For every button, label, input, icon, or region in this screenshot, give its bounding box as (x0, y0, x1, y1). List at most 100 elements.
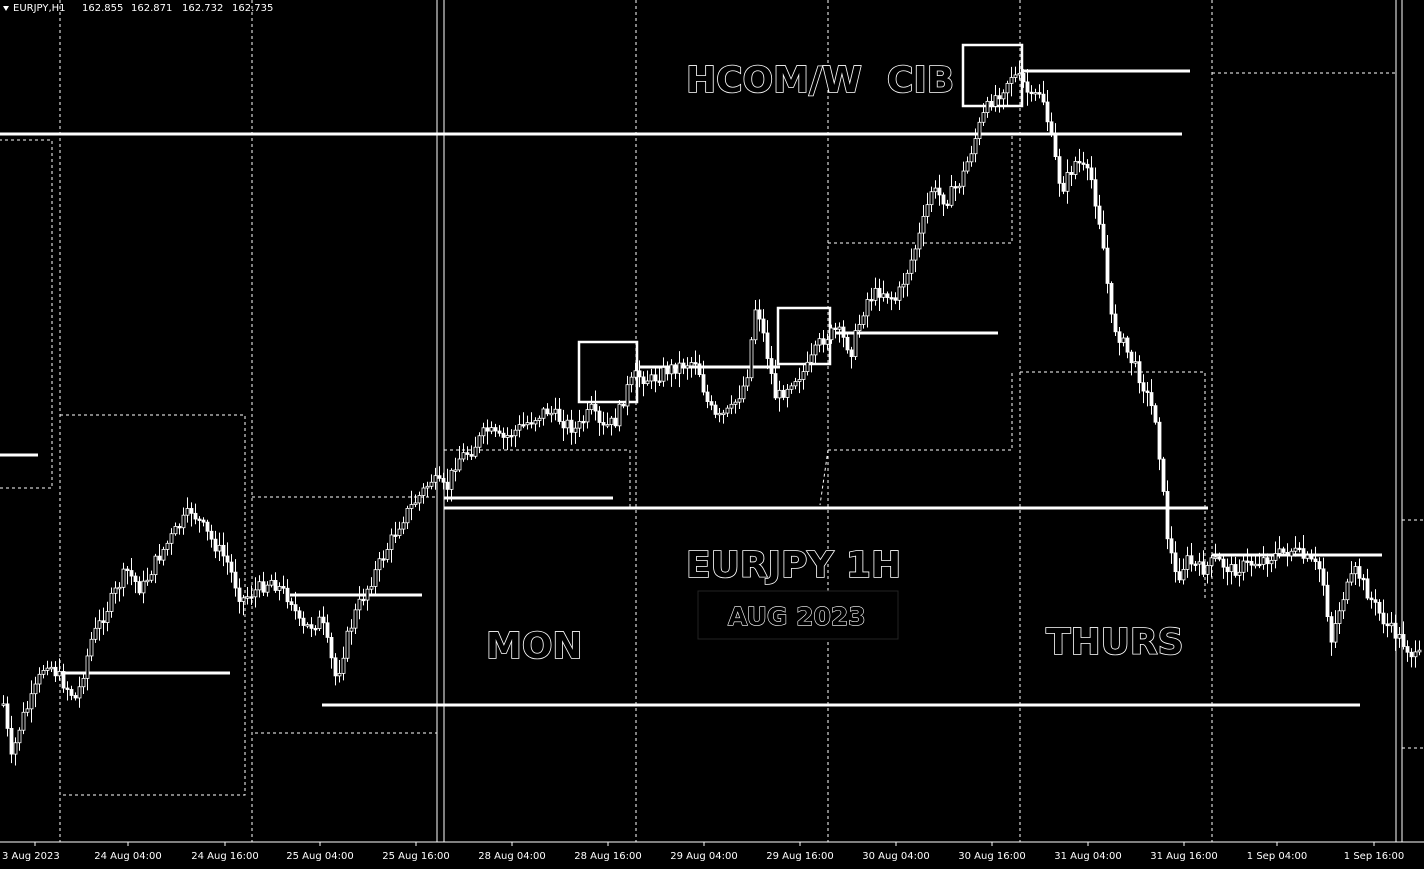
chevron-down-icon[interactable] (3, 6, 9, 11)
label-top: HCOM/W CIB (686, 60, 954, 101)
candle-body (297, 610, 302, 619)
candle-body (301, 617, 306, 626)
candle-body (1409, 651, 1414, 658)
x-tick-label: 24 Aug 04:00 (94, 851, 161, 862)
candle-body (41, 670, 46, 675)
candle-body (1093, 179, 1098, 207)
candle-body (917, 232, 922, 250)
candle-body (337, 673, 342, 677)
candle-body (509, 435, 514, 438)
candle-body (1277, 548, 1282, 554)
candle-body (1357, 566, 1362, 579)
candle-body (121, 568, 126, 588)
candle-body (285, 587, 290, 603)
candle-body (833, 327, 838, 330)
candle-body (553, 408, 558, 414)
candle-body (237, 587, 242, 602)
candle-body (805, 361, 810, 372)
candle-body (289, 601, 294, 606)
candle-body (773, 373, 778, 399)
candle-body (1285, 552, 1290, 557)
range-box (828, 372, 1013, 451)
candle-body (105, 611, 110, 623)
candle-body (1125, 337, 1130, 353)
candle-body (493, 427, 498, 432)
candle-body (881, 293, 886, 298)
candle-body (797, 379, 802, 382)
candle-body (1397, 634, 1402, 639)
candle-body (73, 695, 78, 699)
candle-body (485, 427, 490, 432)
candle-body (1389, 622, 1394, 627)
candle-body (685, 365, 690, 369)
candle-body (1061, 182, 1066, 192)
candle-body (909, 259, 914, 274)
candle-body (1181, 568, 1186, 581)
candle-body (45, 667, 50, 671)
candle-body (209, 530, 214, 540)
candle-body (53, 666, 58, 677)
candlestick-series (1, 60, 1422, 766)
candle-body (225, 555, 230, 563)
candle-body (965, 161, 970, 172)
candle-body (153, 555, 158, 576)
candle-body (633, 370, 638, 378)
candle-body (777, 389, 782, 399)
candle-body (1045, 101, 1050, 123)
candle-body (269, 579, 274, 586)
candle-body (497, 430, 502, 434)
candle-body (901, 283, 906, 288)
candle-body (381, 558, 386, 561)
candle-body (793, 381, 798, 387)
candle-body (425, 485, 430, 489)
range-box (0, 139, 53, 489)
candle-body (341, 657, 346, 674)
candle-body (97, 620, 102, 629)
ohlc-open: 162.855 (82, 3, 123, 14)
candle-body (521, 424, 526, 427)
candle-body (1201, 561, 1206, 575)
candle-body (1117, 331, 1122, 343)
candle-body (749, 339, 754, 379)
candle-body (649, 374, 654, 382)
candle-body (1225, 566, 1230, 573)
candle-body (729, 403, 734, 409)
candle-body (385, 549, 390, 560)
candle-body (865, 299, 870, 317)
key-levels (0, 69, 1382, 707)
candle-body (101, 620, 106, 623)
candle-body (689, 362, 694, 367)
range-box (828, 135, 1013, 244)
candle-body (1089, 167, 1094, 181)
candle-body (1321, 568, 1326, 586)
candle-body (473, 446, 478, 457)
candle-body (161, 549, 166, 561)
candle-body (305, 624, 310, 627)
candle-body (265, 584, 270, 593)
candle-body (1025, 81, 1030, 93)
candle-body (1053, 132, 1058, 158)
candle-body (1173, 552, 1178, 573)
candle-body (677, 362, 682, 374)
candle-body (977, 121, 982, 140)
candle-body (765, 332, 770, 359)
candle-body (1381, 612, 1386, 625)
candle-body (1405, 646, 1410, 653)
candle-body (1193, 563, 1198, 566)
candle-body (1393, 622, 1398, 639)
ohlc-low: 162.732 (182, 3, 223, 14)
candle-body (813, 344, 818, 356)
candle-body (113, 587, 118, 594)
candle-body (1197, 561, 1202, 565)
candle-body (757, 309, 762, 320)
candle-body (149, 574, 154, 581)
candle-body (925, 204, 930, 217)
candle-body (1189, 555, 1194, 565)
candle-body (1237, 571, 1242, 576)
candle-body (281, 586, 286, 589)
candle-body (229, 561, 234, 573)
symbol-label: EURJPY,H1 (13, 3, 66, 14)
candle-body (1049, 121, 1054, 134)
candle-body (657, 380, 662, 383)
